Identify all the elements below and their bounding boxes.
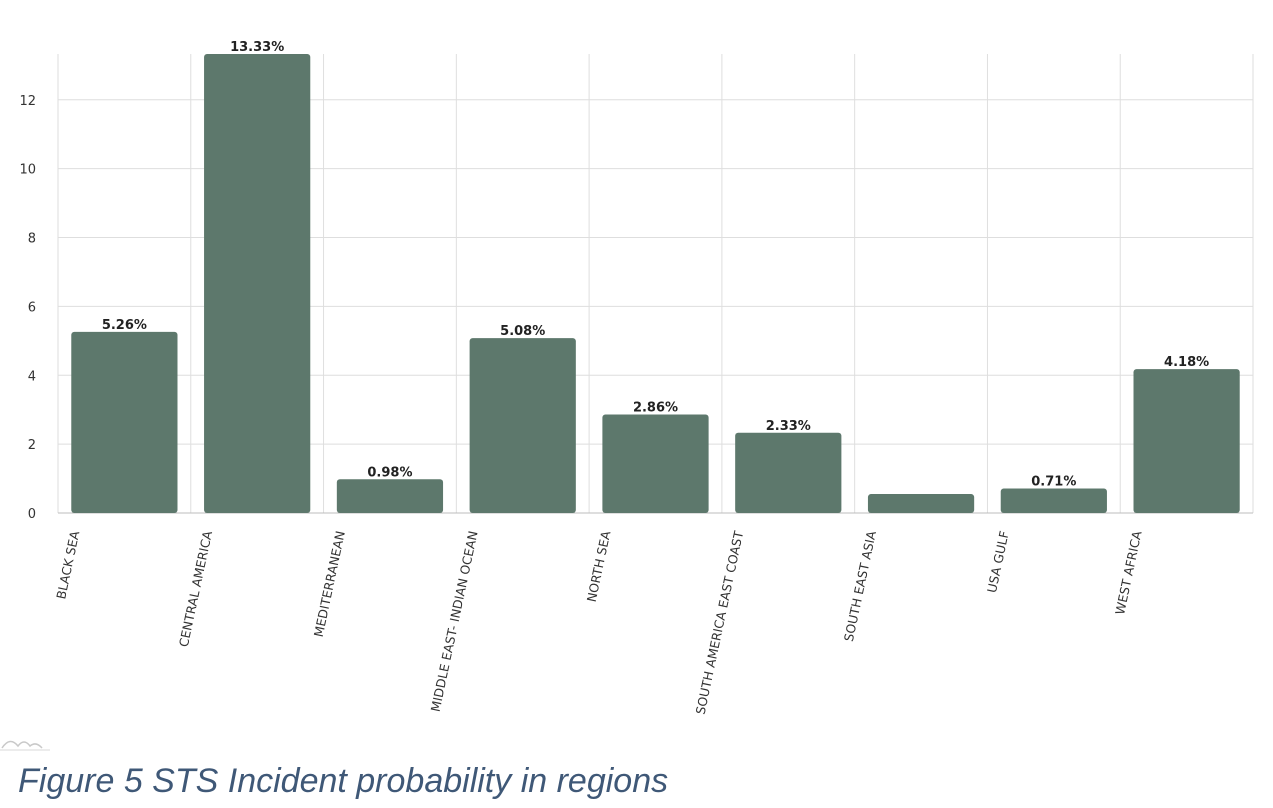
y-tick-label: 2	[28, 438, 36, 453]
bar	[867, 494, 975, 513]
bars	[71, 54, 1240, 513]
x-axis: BLACK SEA CENTRAL AMERICA MEDITERRANEAN MID…	[53, 529, 1144, 716]
bar	[602, 414, 709, 513]
bar	[1000, 488, 1107, 513]
y-tick-label: 8	[28, 232, 36, 247]
watermark-icon	[0, 740, 50, 751]
x-tick-label: NORTH SEA	[584, 529, 614, 603]
y-tick-label: 4	[28, 369, 36, 384]
y-tick-label: 0	[28, 507, 36, 522]
x-tick-label: MEDITERRANEAN	[311, 530, 348, 639]
data-label: 5.08%	[500, 324, 545, 339]
x-tick-label: MIDDLE EAST- INDIAN OCEAN	[428, 530, 481, 714]
data-label: 0.98%	[367, 465, 412, 480]
bar	[1133, 369, 1240, 513]
data-labels: 5.26% 13.33% 0.98% 5.08% 2.86% 2.33% 0.71% 4.18…	[102, 40, 1209, 490]
x-tick-label: SOUTH EAST ASIA	[841, 529, 879, 643]
y-tick-label: 10	[19, 163, 36, 178]
y-axis: 0 2 4 6 8 10 12	[19, 94, 36, 522]
figure-caption: Figure 5 STS Incident probability in reg…	[18, 762, 669, 800]
bar	[469, 338, 576, 513]
y-tick-label: 6	[28, 300, 36, 315]
bar-chart: 0 2 4 6 8 10 12 5.26% 13.33% 0.98% 5.08% 2.86% 2.33…	[0, 40, 1254, 751]
y-tick-label: 12	[19, 94, 36, 109]
bar	[204, 54, 311, 513]
data-label: 2.33%	[766, 419, 811, 434]
x-tick-label: WEST AFRICA	[1112, 529, 1144, 616]
x-tick-label: BLACK SEA	[53, 529, 82, 600]
bar	[735, 432, 842, 513]
x-tick-label: SOUTH AMERICA EAST COAST	[693, 529, 747, 716]
data-label: 4.18%	[1164, 355, 1209, 370]
x-tick-label: USA GULF	[984, 530, 1012, 595]
data-label: 5.26%	[102, 318, 147, 333]
data-label: 13.33%	[230, 40, 284, 55]
x-tick-label: CENTRAL AMERICA	[176, 529, 215, 648]
data-label: 2.86%	[633, 401, 678, 416]
bar	[71, 331, 178, 513]
data-label: 0.71%	[1031, 475, 1076, 490]
bar	[336, 479, 444, 513]
